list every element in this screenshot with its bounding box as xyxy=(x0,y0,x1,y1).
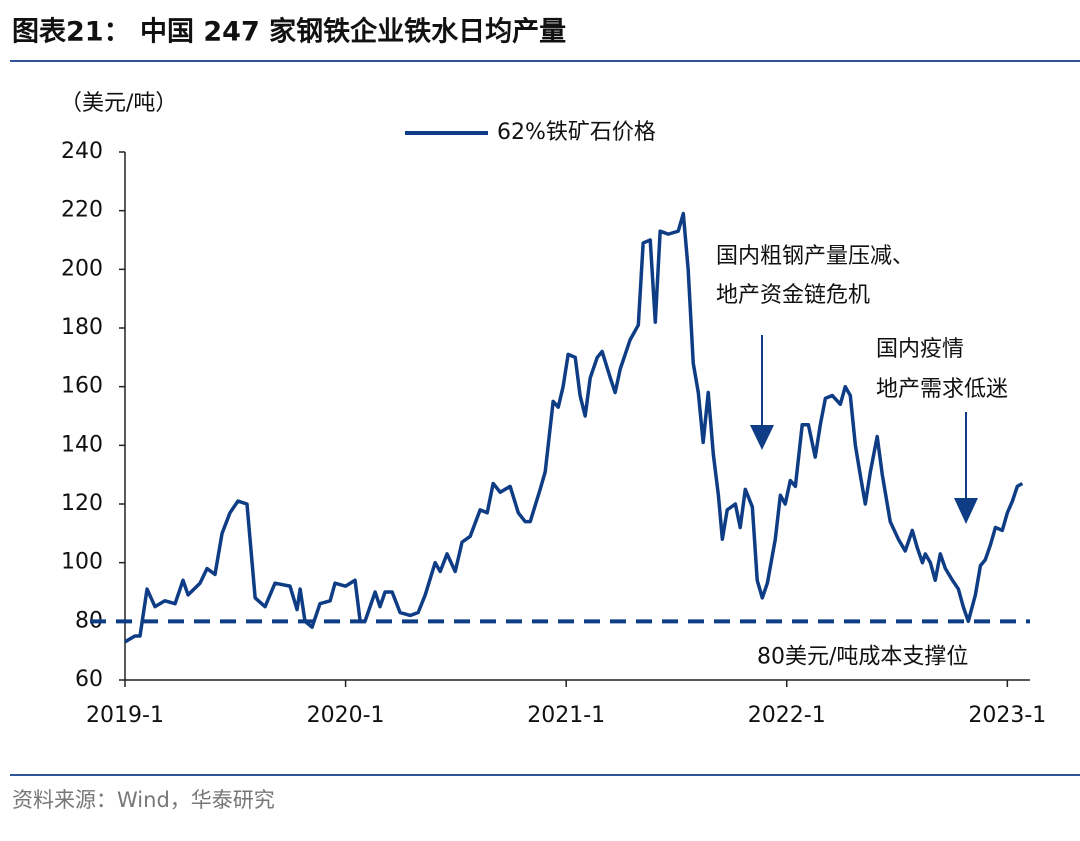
annotation: 国内疫情 xyxy=(876,337,964,362)
y-tick-label: 160 xyxy=(61,374,103,399)
x-tick-label: 2023-1 xyxy=(968,703,1046,728)
y-tick-label: 140 xyxy=(61,432,103,457)
source: 资料来源：Wind，华泰研究 xyxy=(12,788,275,812)
arrow-head xyxy=(750,425,774,450)
legend-label: 62%铁矿石价格 xyxy=(497,120,656,145)
annotation: 地产需求低迷 xyxy=(876,377,1008,402)
y-tick-label: 200 xyxy=(61,256,103,281)
x-tick-label: 2019-1 xyxy=(86,703,164,728)
annotation: 地产资金链危机 xyxy=(716,283,870,308)
series-line xyxy=(124,211,1024,644)
y-tick-label: 120 xyxy=(61,491,103,516)
x-tick-label: 2022-1 xyxy=(748,703,826,728)
chart-title: 图表21： 中国 247 家钢铁企业铁水日均产量 xyxy=(12,16,566,48)
y-axis-label: （美元/吨） xyxy=(60,91,177,116)
y-tick-label: 240 xyxy=(61,139,103,164)
y-tick-label: 220 xyxy=(61,198,103,223)
x-tick-label: 2021-1 xyxy=(527,703,605,728)
reference-label: 80美元/吨成本支撑位 xyxy=(757,644,968,669)
annotation: 国内粗钢产量压减、 xyxy=(716,244,914,269)
arrow-head xyxy=(954,498,978,524)
y-tick-label: 100 xyxy=(61,550,103,575)
x-tick-label: 2020-1 xyxy=(307,703,385,728)
y-tick-label: 60 xyxy=(75,667,103,692)
y-tick-label: 180 xyxy=(61,315,103,340)
